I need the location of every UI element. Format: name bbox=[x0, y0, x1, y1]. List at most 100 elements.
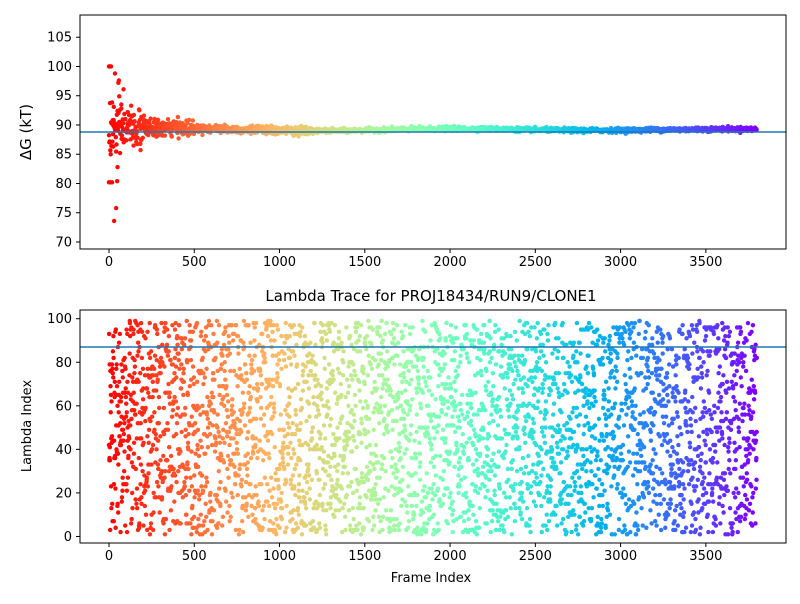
lambda-point bbox=[397, 449, 401, 453]
lambda-point bbox=[286, 445, 290, 449]
lambda-point bbox=[328, 506, 332, 510]
lambda-point bbox=[324, 532, 328, 536]
lambda-point bbox=[517, 445, 521, 449]
lambda-point bbox=[122, 469, 126, 473]
lambda-point bbox=[316, 504, 320, 508]
lambda-point bbox=[500, 436, 504, 440]
lambda-point bbox=[244, 508, 248, 512]
lambda-point bbox=[115, 384, 119, 388]
lambda-point bbox=[335, 469, 339, 473]
lambda-point bbox=[339, 382, 343, 386]
lambda-point bbox=[303, 334, 307, 338]
lambda-point bbox=[133, 364, 137, 368]
lambda-point bbox=[403, 323, 407, 327]
lambda-point bbox=[450, 499, 454, 503]
lambda-point bbox=[297, 482, 301, 486]
delta-g-point bbox=[187, 118, 191, 122]
lambda-point bbox=[607, 338, 611, 342]
lambda-point bbox=[250, 358, 254, 362]
lambda-point bbox=[530, 380, 534, 384]
delta-g-point bbox=[131, 143, 135, 147]
lambda-point bbox=[279, 334, 283, 338]
lambda-point bbox=[510, 369, 514, 373]
lambda-point bbox=[147, 441, 151, 445]
lambda-point bbox=[291, 473, 295, 477]
lambda-point bbox=[409, 377, 413, 381]
lambda-point bbox=[595, 486, 599, 490]
lambda-point bbox=[354, 330, 358, 334]
lambda-point bbox=[426, 369, 430, 373]
lambda-point bbox=[219, 454, 223, 458]
lambda-point bbox=[302, 495, 306, 499]
x-tick-label: 3500 bbox=[689, 255, 722, 270]
lambda-point bbox=[575, 360, 579, 364]
lambda-point bbox=[391, 471, 395, 475]
x-tick-label: 500 bbox=[182, 255, 207, 270]
lambda-point bbox=[579, 484, 583, 488]
lambda-point bbox=[232, 421, 236, 425]
lambda-point bbox=[379, 319, 383, 323]
lambda-point bbox=[488, 349, 492, 353]
lambda-point bbox=[204, 367, 208, 371]
lambda-point bbox=[392, 327, 396, 331]
lambda-point bbox=[568, 484, 572, 488]
lambda-point bbox=[319, 384, 323, 388]
lambda-point bbox=[352, 438, 356, 442]
lambda-point bbox=[241, 391, 245, 395]
lambda-point bbox=[533, 471, 537, 475]
lambda-point bbox=[571, 508, 575, 512]
lambda-point bbox=[123, 523, 127, 527]
lambda-point bbox=[311, 519, 315, 523]
lambda-point bbox=[481, 436, 485, 440]
lambda-point bbox=[346, 404, 350, 408]
lambda-point bbox=[418, 452, 422, 456]
lambda-point bbox=[454, 443, 458, 447]
lambda-point bbox=[241, 530, 245, 534]
lambda-point bbox=[283, 530, 287, 534]
lambda-point bbox=[378, 519, 382, 523]
lambda-point bbox=[267, 489, 271, 493]
lambda-point bbox=[149, 349, 153, 353]
lambda-point bbox=[424, 495, 428, 499]
lambda-point bbox=[586, 354, 590, 358]
lambda-point bbox=[215, 425, 219, 429]
lambda-point bbox=[448, 491, 452, 495]
lambda-point bbox=[471, 504, 475, 508]
lambda-point bbox=[151, 380, 155, 384]
lambda-point bbox=[199, 484, 203, 488]
lambda-point bbox=[523, 441, 527, 445]
lambda-point bbox=[216, 521, 220, 525]
lambda-point bbox=[421, 391, 425, 395]
lambda-point bbox=[519, 495, 523, 499]
lambda-point bbox=[549, 388, 553, 392]
lambda-point bbox=[263, 475, 267, 479]
lambda-point bbox=[187, 489, 191, 493]
lambda-point bbox=[550, 456, 554, 460]
lambda-point bbox=[427, 388, 431, 392]
lambda-point bbox=[621, 443, 625, 447]
lambda-point bbox=[456, 473, 460, 477]
lambda-point bbox=[475, 412, 479, 416]
lambda-point bbox=[135, 486, 139, 490]
lambda-point bbox=[215, 493, 219, 497]
lambda-point bbox=[277, 526, 281, 530]
lambda-point bbox=[354, 445, 358, 449]
lambda-point bbox=[623, 493, 627, 497]
lambda-point bbox=[548, 491, 552, 495]
lambda-point bbox=[548, 484, 552, 488]
lambda-point bbox=[396, 395, 400, 399]
lambda-point bbox=[543, 441, 547, 445]
lambda-point bbox=[243, 362, 247, 366]
lambda-point bbox=[197, 497, 201, 501]
lambda-point bbox=[400, 478, 404, 482]
lambda-point bbox=[262, 351, 266, 355]
lambda-point bbox=[139, 421, 143, 425]
lambda-point bbox=[382, 495, 386, 499]
delta-g-point bbox=[115, 179, 119, 183]
lambda-point bbox=[565, 421, 569, 425]
lambda-point bbox=[149, 462, 153, 466]
lambda-point bbox=[121, 428, 125, 432]
lambda-point bbox=[485, 489, 489, 493]
lambda-point bbox=[353, 373, 357, 377]
lambda-point bbox=[475, 532, 479, 536]
